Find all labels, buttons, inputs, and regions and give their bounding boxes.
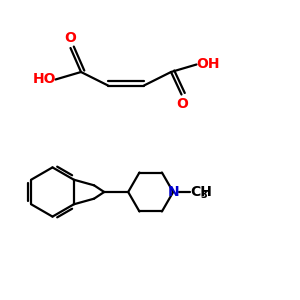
Text: 3: 3 — [200, 190, 207, 200]
Text: O: O — [64, 31, 76, 45]
Text: O: O — [176, 98, 188, 111]
Text: OH: OH — [196, 57, 220, 71]
Text: N: N — [168, 185, 179, 199]
Text: CH: CH — [190, 185, 212, 199]
Text: HO: HO — [32, 72, 56, 86]
